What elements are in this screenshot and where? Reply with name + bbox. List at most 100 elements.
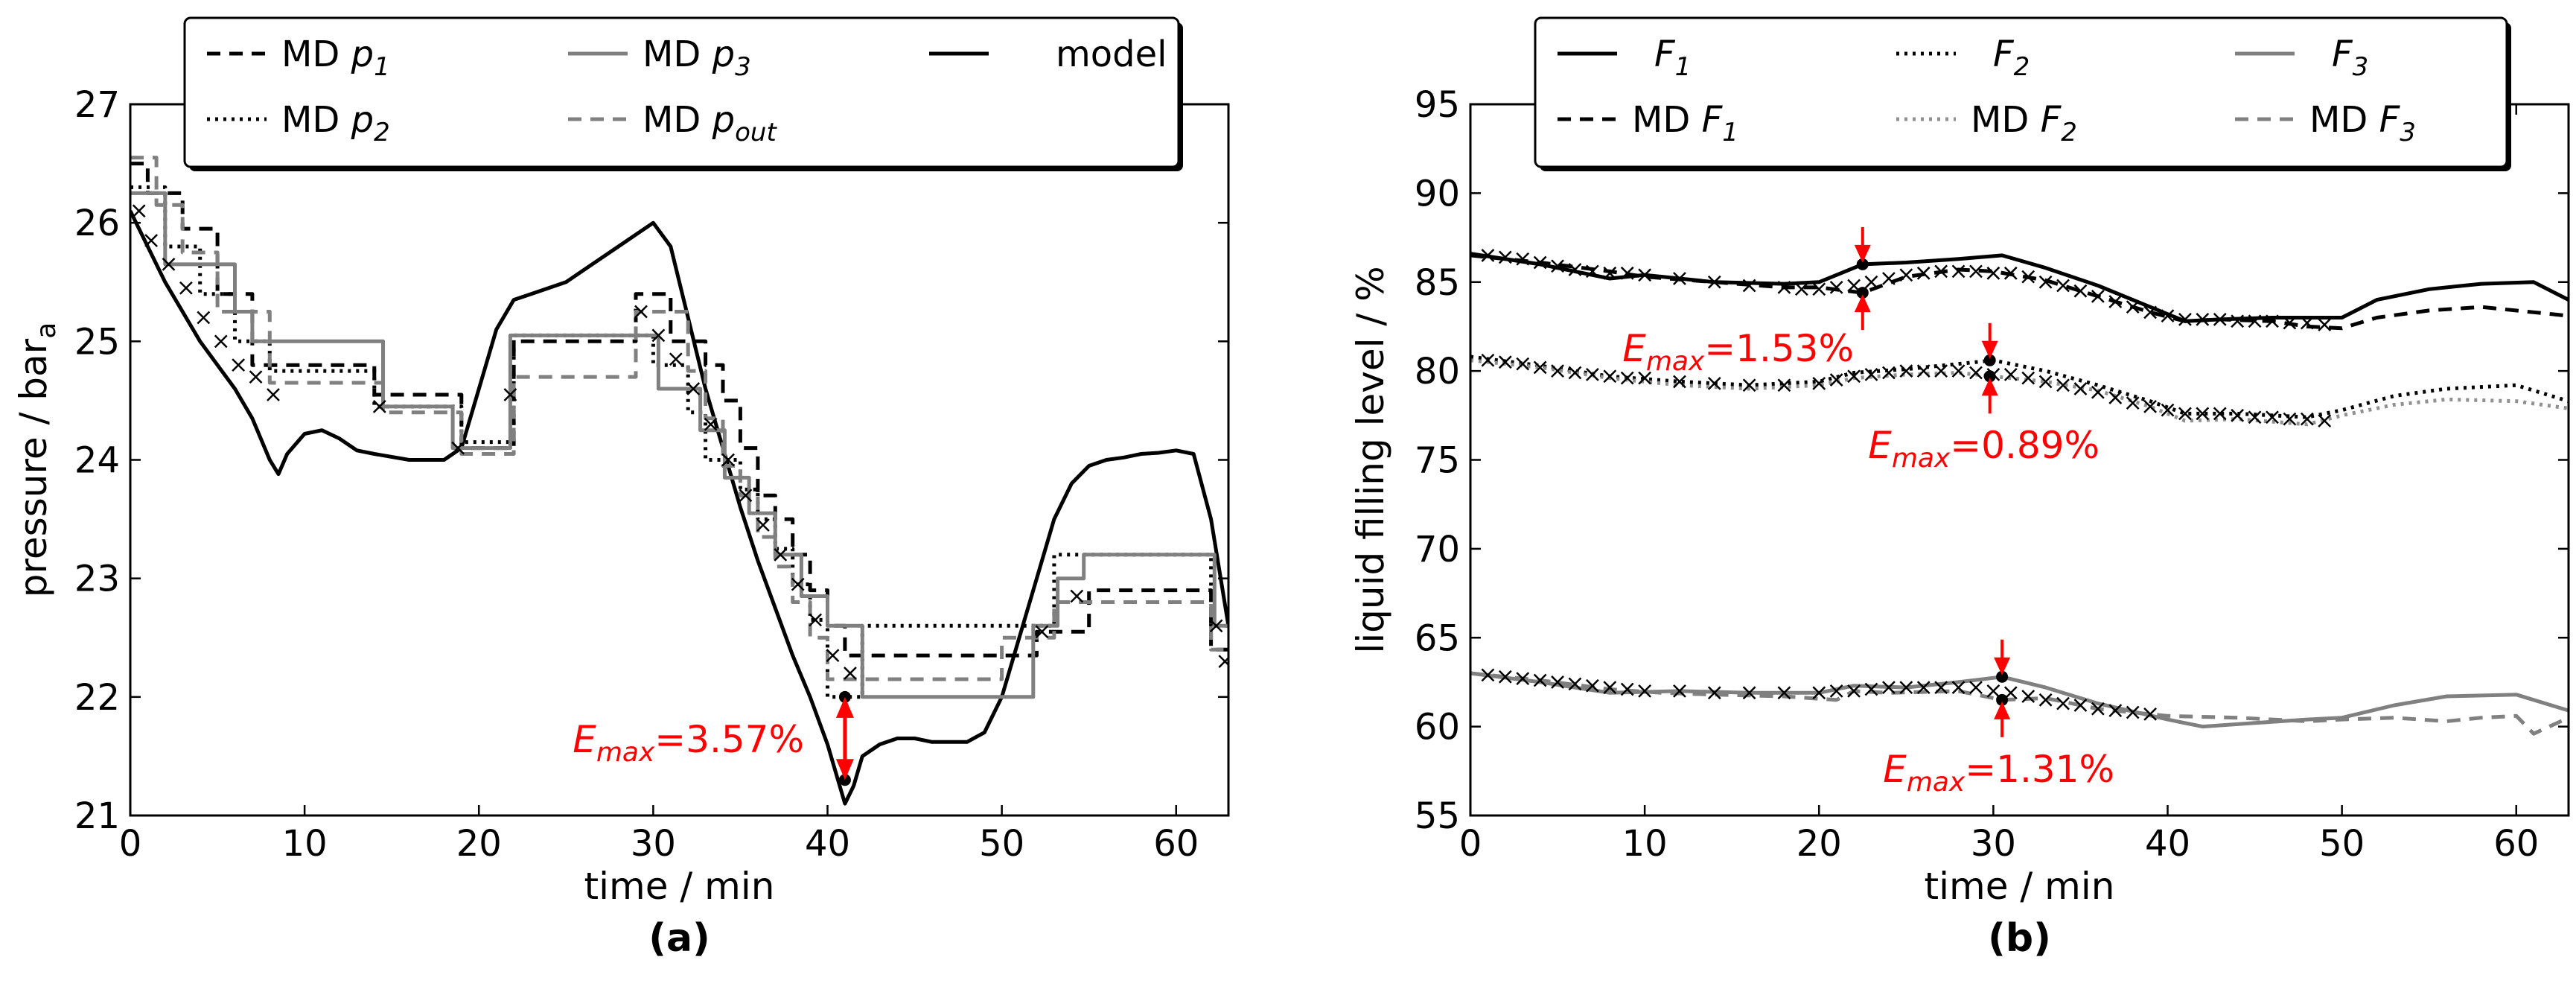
data-marker-x xyxy=(1586,678,1599,693)
error-arrow-head-down xyxy=(1981,340,1998,359)
data-marker-x xyxy=(1951,364,1966,378)
error-arrow-head-down xyxy=(1854,244,1871,263)
error-arrow-head-up xyxy=(1994,701,2011,719)
data-marker-x xyxy=(1603,369,1617,384)
data-marker-x xyxy=(1498,670,1512,684)
data-marker-x xyxy=(2143,399,2157,413)
data-marker-x xyxy=(809,613,823,627)
data-marker-x xyxy=(2231,314,2245,328)
data-marker-x xyxy=(2178,407,2192,421)
x-axis-label: time / min xyxy=(584,865,775,908)
legend-label: F2 xyxy=(1993,34,2030,82)
data-marker-x xyxy=(1620,371,1634,385)
error-annotation-label: Emax=1.31% xyxy=(1883,748,2114,798)
legend-label: MD F2 xyxy=(1971,99,2077,147)
data-marker-x xyxy=(2283,316,2297,330)
data-marker-x xyxy=(2266,314,2279,328)
data-marker-x xyxy=(1533,255,1547,270)
data-marker-x xyxy=(634,305,648,319)
error-point-measured xyxy=(1856,287,1869,299)
data-marker-x xyxy=(2143,305,2157,319)
data-marker-x xyxy=(1568,677,1582,691)
data-marker-x xyxy=(2056,696,2070,710)
data-marker-x xyxy=(1847,369,1861,384)
data-marker-x xyxy=(2318,414,2332,427)
data-marker-x xyxy=(1673,272,1686,285)
data-marker-x xyxy=(1899,364,1913,378)
data-marker-x xyxy=(1899,681,1913,694)
data-marker-x xyxy=(2073,382,2088,395)
series-line-md-f3 xyxy=(1470,671,2569,736)
error-annotation-label: Emax=1.53% xyxy=(1622,327,1854,377)
data-marker-x xyxy=(1969,366,1983,380)
data-marker-x xyxy=(1638,268,1652,282)
data-marker-x xyxy=(1551,259,1564,273)
data-marker-x xyxy=(1586,368,1599,381)
x-tick-label: 10 xyxy=(1622,823,1668,865)
data-marker-x xyxy=(1812,376,1826,390)
data-marker-x xyxy=(179,281,193,295)
data-marker-x xyxy=(1777,378,1791,392)
error-point-model xyxy=(1996,670,2009,683)
error-annotation-label: Emax=0.89% xyxy=(1868,424,2100,474)
data-marker-x xyxy=(2318,318,2332,331)
data-marker-x xyxy=(1516,672,1530,686)
data-marker-x xyxy=(2126,396,2140,410)
error-annotation-label: Emax=3.57% xyxy=(573,718,804,768)
data-marker-x xyxy=(2091,289,2105,303)
y-axis-label: pressure / bara xyxy=(12,322,62,598)
data-marker-x xyxy=(2161,309,2175,322)
data-marker-x xyxy=(1916,681,1931,694)
data-marker-x xyxy=(1951,264,1966,279)
data-marker-x xyxy=(704,417,718,431)
data-marker-x xyxy=(1568,263,1582,276)
data-marker-x xyxy=(1794,282,1808,296)
x-tick-label: 30 xyxy=(631,823,676,865)
y-tick-label: 75 xyxy=(1415,440,1460,482)
plot-area xyxy=(130,156,1228,806)
data-marker-x xyxy=(2196,407,2210,421)
data-marker-x xyxy=(2161,403,2175,417)
data-marker-x xyxy=(1969,681,1983,694)
data-marker-x xyxy=(1638,684,1652,698)
x-tick-label: 20 xyxy=(1796,823,1842,865)
y-tick-label: 70 xyxy=(1415,529,1460,570)
data-marker-x xyxy=(1516,357,1530,371)
data-marker-x xyxy=(2091,702,2105,716)
data-marker-x xyxy=(1707,275,1721,289)
data-marker-x xyxy=(1218,655,1228,668)
data-marker-x xyxy=(1951,681,1966,694)
x-axis-label: time / min xyxy=(1925,865,2115,908)
data-marker-x xyxy=(651,328,666,343)
data-marker-x xyxy=(1673,375,1686,389)
data-marker-x xyxy=(1812,282,1826,296)
data-marker-x xyxy=(1864,275,1878,289)
data-marker-x xyxy=(1620,266,1634,280)
data-marker-x xyxy=(1742,279,1756,293)
x-tick-label: 40 xyxy=(805,823,850,865)
y-tick-label: 65 xyxy=(1415,617,1460,659)
data-marker-x xyxy=(2196,313,2210,326)
error-point-model xyxy=(1856,258,1869,270)
data-marker-x xyxy=(1498,250,1512,264)
data-marker-x xyxy=(1551,675,1564,689)
panel-label: (b) xyxy=(1988,916,2051,961)
error-arrow-head-up xyxy=(835,696,854,718)
legend-label: model xyxy=(1056,34,1167,75)
legend-label: MD pout xyxy=(643,99,777,147)
legend-label: F1 xyxy=(1654,34,1691,82)
data-marker-x xyxy=(197,311,211,325)
data-marker-x xyxy=(1568,366,1582,380)
data-marker-x xyxy=(2056,279,2070,293)
y-tick-label: 80 xyxy=(1415,351,1460,392)
series-line-f2 xyxy=(1470,354,2569,419)
data-marker-x xyxy=(1603,681,1617,694)
data-marker-x xyxy=(214,334,228,349)
data-marker-x xyxy=(1882,272,1896,285)
data-marker-x xyxy=(2038,693,2053,707)
data-marker-x xyxy=(2073,699,2088,712)
data-marker-x xyxy=(1847,684,1861,698)
data-marker-x xyxy=(669,352,683,366)
data-marker-x xyxy=(1829,281,1843,294)
data-marker-x xyxy=(132,204,146,218)
